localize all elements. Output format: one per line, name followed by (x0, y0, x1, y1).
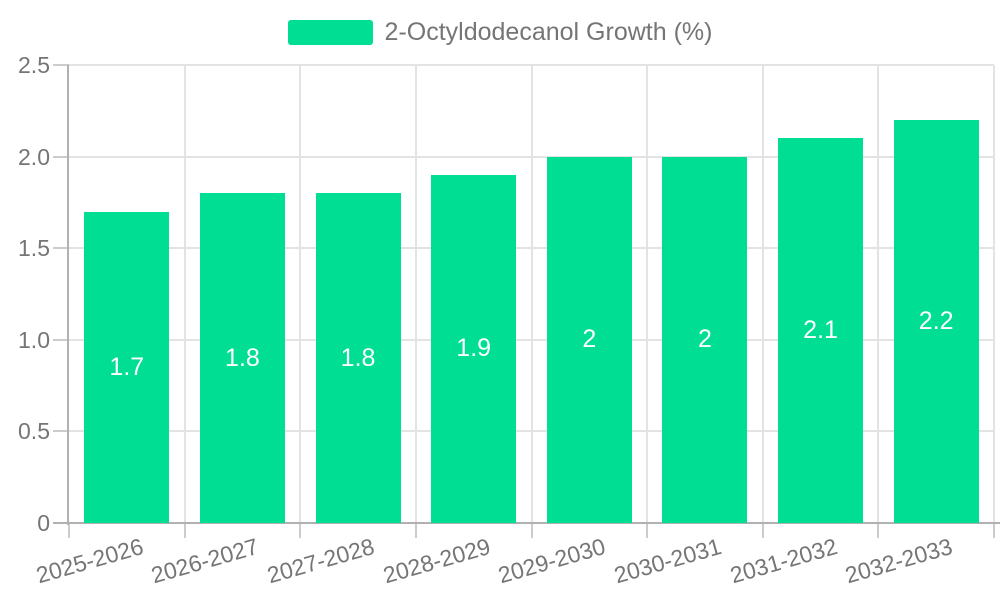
v-gridline (761, 65, 764, 523)
x-axis-label: 2028-2029 (379, 533, 493, 589)
x-axis-label: 2026-2027 (148, 533, 262, 589)
v-gridline (183, 65, 186, 523)
legend[interactable]: 2-Octyldodecanol Growth (%) (0, 17, 1000, 46)
x-axis-label: 2030-2031 (611, 533, 725, 589)
legend-label: 2-Octyldodecanol Growth (%) (384, 17, 713, 46)
y-axis-label: 2.0 (18, 143, 50, 170)
bar[interactable]: 2.2 (893, 119, 979, 523)
x-axis-label: 2032-2033 (842, 533, 956, 589)
bar-value-label: 2 (582, 325, 597, 354)
x-axis-tick (183, 523, 186, 538)
v-gridline (993, 65, 995, 523)
bar[interactable]: 1.9 (431, 174, 517, 523)
x-axis-label: 2031-2032 (726, 533, 840, 589)
v-gridline (646, 65, 649, 523)
y-axis-label: 1.5 (18, 235, 50, 262)
y-axis-label: 0 (37, 510, 50, 536)
bar-value-label: 2.1 (803, 316, 838, 345)
bar[interactable]: 1.8 (315, 193, 401, 523)
y-axis-label: 0.5 (18, 418, 50, 445)
y-axis-line (67, 65, 69, 525)
y-axis-tick (53, 64, 69, 66)
y-axis-tick (53, 338, 69, 341)
x-axis-tick (646, 523, 649, 538)
bar-value-label: 1.9 (456, 334, 492, 363)
v-gridline (530, 65, 533, 523)
bar[interactable]: 2 (662, 156, 748, 523)
v-gridline (299, 65, 302, 523)
v-gridline (414, 65, 417, 523)
x-axis-tick (414, 523, 417, 538)
x-axis-tick (993, 523, 995, 538)
bar[interactable]: 2.1 (778, 138, 864, 523)
x-axis-tick (877, 523, 880, 538)
bar-value-label: 2.2 (918, 306, 954, 335)
x-axis-label: 2027-2028 (264, 533, 378, 589)
bar[interactable]: 2 (546, 156, 632, 523)
bar-value-label: 1.8 (225, 343, 260, 372)
x-axis-line (53, 522, 1000, 524)
bar-value-label: 2 (697, 325, 712, 354)
x-axis-tick (299, 523, 302, 538)
bar[interactable]: 1.8 (199, 193, 285, 523)
legend-swatch-icon (287, 19, 373, 45)
x-axis-label: 2029-2030 (495, 533, 609, 589)
bar[interactable]: 1.7 (84, 211, 170, 523)
y-axis-tick (53, 155, 69, 158)
x-axis-label: 2025-2026 (33, 533, 146, 589)
x-axis-tick (68, 523, 70, 538)
x-axis-tick (761, 523, 764, 538)
y-axis-tick (53, 430, 69, 433)
bar-value-label: 1.8 (340, 343, 376, 372)
y-axis-tick (53, 247, 69, 250)
y-axis-label: 2.5 (18, 52, 50, 78)
y-axis-label: 1.0 (18, 326, 50, 353)
v-gridline (877, 65, 880, 523)
bar-value-label: 1.7 (109, 352, 145, 381)
x-axis-tick (530, 523, 533, 538)
